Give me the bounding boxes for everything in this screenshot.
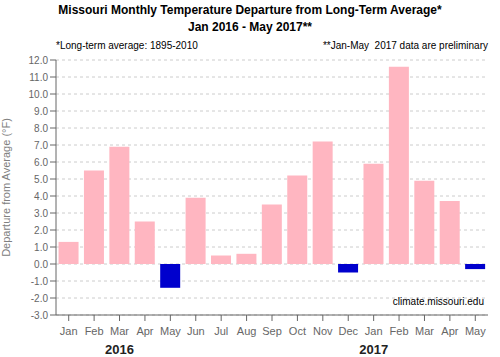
svg-text:Dec: Dec (338, 325, 358, 337)
svg-text:2016: 2016 (105, 342, 134, 357)
svg-text:3.0: 3.0 (34, 208, 48, 219)
svg-text:1.0: 1.0 (34, 242, 48, 253)
svg-text:7.0: 7.0 (34, 140, 48, 151)
svg-text:May: May (160, 325, 181, 337)
html-text:*Long-term average: 1895-2010: *Long-term average: 1895-2010 (56, 40, 198, 51)
svg-text:Jan: Jan (365, 325, 383, 337)
svg-text:Feb: Feb (390, 325, 409, 337)
svg-text:May: May (465, 325, 486, 337)
svg-text:9.0: 9.0 (34, 106, 48, 117)
html-text:climate.missouri.edu: climate.missouri.edu (392, 296, 484, 307)
svg-text:8.0: 8.0 (34, 123, 48, 134)
svg-text:2017: 2017 (359, 342, 388, 357)
svg-text:Nov: Nov (313, 325, 333, 337)
svg-text:Apr: Apr (441, 325, 458, 337)
svg-text:Departure from Average (°F): Departure from Average (°F) (8, 118, 12, 257)
svg-text:Mar: Mar (110, 325, 129, 337)
svg-text:10.0: 10.0 (29, 89, 49, 100)
svg-text:0.0: 0.0 (34, 259, 48, 270)
svg-text:-1.0: -1.0 (31, 276, 49, 287)
svg-text:Jul: Jul (214, 325, 228, 337)
svg-text:5.0: 5.0 (34, 174, 48, 185)
svg-text:Feb: Feb (85, 325, 104, 337)
html-text:Missouri Monthly Temperature D: Missouri Monthly Temperature Departure f… (58, 3, 442, 17)
svg-text:4.0: 4.0 (34, 191, 48, 202)
svg-text:Sep: Sep (262, 325, 282, 337)
svg-text:2.0: 2.0 (34, 225, 48, 236)
svg-text:Jan: Jan (60, 325, 78, 337)
svg-text:11.0: 11.0 (29, 72, 48, 83)
html-text:**Jan-May 2017 data are prelim: **Jan-May 2017 data are preliminary (322, 40, 488, 51)
svg-text:-3.0: -3.0 (31, 310, 49, 321)
svg-text:Mar: Mar (415, 325, 434, 337)
svg-text:Oct: Oct (289, 325, 306, 337)
svg-text:-2.0: -2.0 (31, 293, 49, 304)
svg-text:Apr: Apr (136, 325, 153, 337)
svg-text:Jun: Jun (187, 325, 205, 337)
html-text:Jan 2016 - May 2017**: Jan 2016 - May 2017** (188, 20, 312, 34)
svg-text:12.0: 12.0 (29, 55, 49, 66)
svg-text:6.0: 6.0 (34, 157, 48, 168)
svg-text:Aug: Aug (237, 325, 257, 337)
